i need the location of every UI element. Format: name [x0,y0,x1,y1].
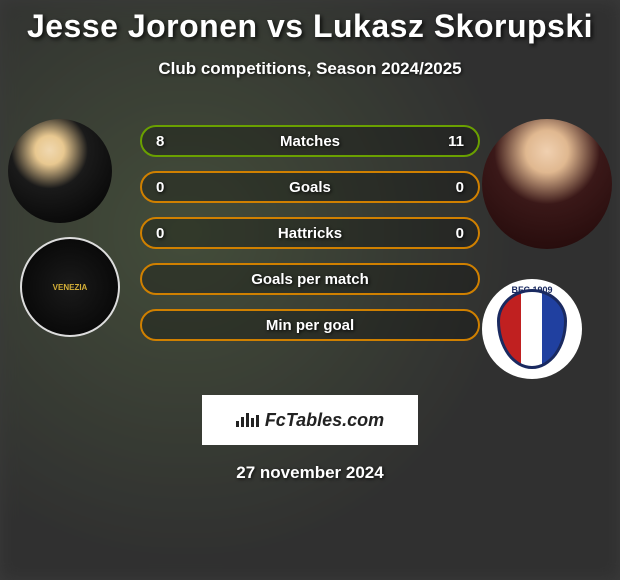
main-container: Jesse Joronen vs Lukasz Skorupski Club c… [0,0,620,580]
player-left-avatar [8,119,112,223]
stat-row-hattricks: 0 Hattricks 0 [140,217,480,249]
stat-row-goals-per-match: Goals per match [140,263,480,295]
stat-label: Goals per match [142,271,478,288]
stat-label: Matches [142,133,478,150]
player-right-column: BFC 1909 [482,119,612,379]
subtitle: Club competitions, Season 2024/2025 [0,59,620,79]
club-left-label: VENEZIA [53,283,88,292]
player-right-avatar [482,119,612,249]
page-title: Jesse Joronen vs Lukasz Skorupski [0,8,620,45]
stat-row-matches: 8 Matches 11 [140,125,480,157]
date-label: 27 november 2024 [0,463,620,483]
footer-logo: FcTables.com [202,395,418,445]
stat-row-min-per-goal: Min per goal [140,309,480,341]
logo-bars-icon [236,413,259,427]
stat-rows: 8 Matches 11 0 Goals 0 0 Hattricks 0 Goa… [140,125,480,355]
stats-area: VENEZIA BFC 1909 8 Matches 11 0 Goals 0 … [0,119,620,379]
footer-brand-text: FcTables.com [265,410,384,431]
player-left-column: VENEZIA [8,119,120,337]
stat-label: Min per goal [142,317,478,334]
stat-right-value: 0 [456,179,464,196]
stat-label: Goals [142,179,478,196]
club-right-badge: BFC 1909 [482,279,582,379]
stat-right-value: 0 [456,225,464,242]
stat-right-value: 11 [448,133,464,150]
club-right-shield [497,289,567,369]
stat-row-goals: 0 Goals 0 [140,171,480,203]
club-left-badge: VENEZIA [20,237,120,337]
stat-label: Hattricks [142,225,478,242]
